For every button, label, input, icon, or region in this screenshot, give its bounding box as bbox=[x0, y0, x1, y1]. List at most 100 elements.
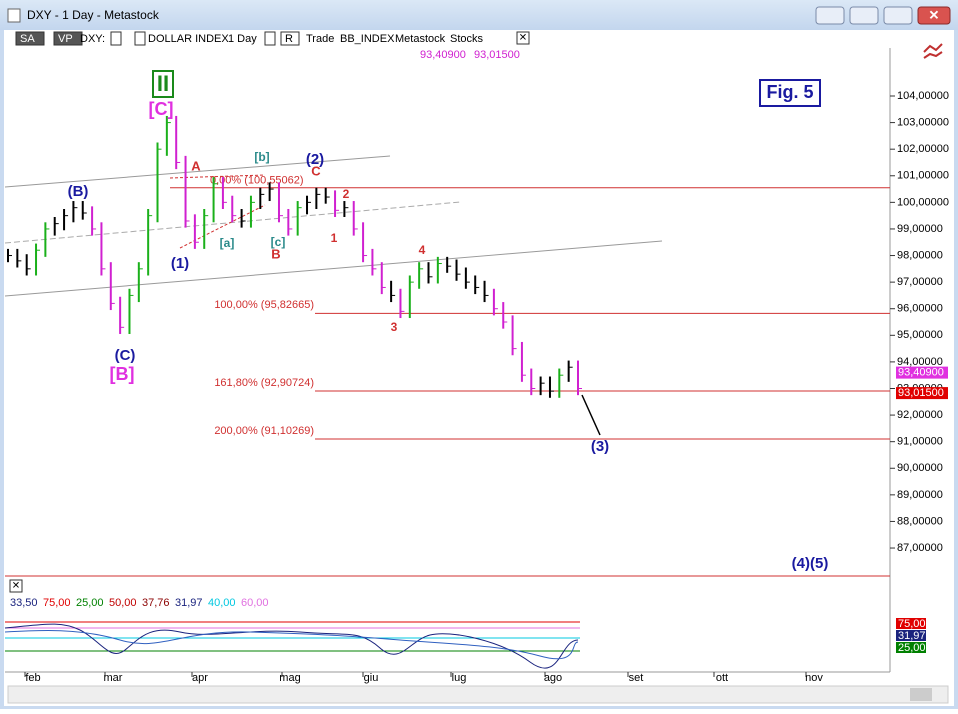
indicator-badge-label: 75,00 bbox=[898, 618, 926, 630]
price-tick-label: 101,00000 bbox=[897, 170, 949, 182]
indicator-legend: 50,00 bbox=[109, 597, 137, 609]
price-tick-label: 99,00000 bbox=[897, 223, 943, 235]
toolbar-button[interactable] bbox=[280, 31, 300, 46]
month-label: mar bbox=[104, 672, 123, 684]
toolbar-text: Stocks bbox=[450, 33, 484, 45]
figure-box bbox=[759, 79, 821, 107]
indicator-legend: 31,97 bbox=[175, 597, 203, 609]
dropdown[interactable] bbox=[134, 31, 146, 46]
price-tick-label: 104,00000 bbox=[897, 90, 949, 102]
price-tick-label: 88,00000 bbox=[897, 515, 943, 527]
price-tick-label: 89,00000 bbox=[897, 489, 943, 501]
indicator-line bbox=[4, 629, 579, 660]
price-tick-label: 100,00000 bbox=[897, 196, 949, 208]
wave-label: (B) bbox=[68, 183, 89, 200]
indicator-legend: 75,00 bbox=[43, 597, 71, 609]
wave-label: 3 bbox=[391, 320, 398, 334]
indicator-badge bbox=[896, 642, 926, 653]
channel-line bbox=[4, 240, 663, 297]
toolbar-text: SA bbox=[20, 33, 35, 45]
price-tick-label: 98,00000 bbox=[897, 249, 943, 261]
dropdown[interactable] bbox=[110, 31, 122, 46]
close-glyph: ✕ bbox=[519, 33, 527, 44]
wave-label: (4)(5) bbox=[792, 555, 829, 572]
month-label: feb bbox=[25, 672, 40, 684]
price-tick-label: 95,00000 bbox=[897, 329, 943, 341]
close-button[interactable] bbox=[917, 6, 951, 25]
wave-label: B bbox=[271, 246, 280, 261]
toolbar-text: DXY: bbox=[80, 33, 105, 45]
toolbar-button[interactable] bbox=[53, 31, 83, 46]
indicator-line bbox=[4, 623, 579, 669]
fib-label: 100,00% (95,82665) bbox=[214, 299, 314, 311]
toolbar-text: BB_INDEX bbox=[340, 33, 395, 45]
price-tick-label: 97,00000 bbox=[897, 276, 943, 288]
scroll-thumb[interactable] bbox=[910, 688, 932, 701]
price-tick-label: 92,00000 bbox=[897, 409, 943, 421]
close-indicator[interactable] bbox=[9, 579, 23, 593]
minimize-button[interactable] bbox=[849, 6, 879, 25]
wave-label: [c] bbox=[271, 235, 286, 249]
maximize-button[interactable] bbox=[883, 6, 913, 25]
month-label: ago bbox=[544, 672, 562, 684]
indicator-legend: 37,76 bbox=[142, 597, 170, 609]
price-tick-label: 103,00000 bbox=[897, 116, 949, 128]
month-label: ott bbox=[716, 672, 728, 684]
indicator-badge bbox=[896, 618, 926, 629]
price-pane: Fig. 5 104,00000 103,00000 102,00000 101,00… bbox=[4, 48, 949, 672]
indicator-legend: 60,00 bbox=[241, 597, 269, 609]
wave-label: 2 bbox=[343, 187, 350, 201]
wave-label: [B] bbox=[110, 364, 135, 384]
indicator-pane bbox=[4, 621, 890, 673]
month-label: set bbox=[629, 672, 644, 684]
projection-line bbox=[581, 394, 601, 436]
app-icon bbox=[7, 8, 21, 23]
toolbar-text: DOLLAR INDEX bbox=[148, 33, 229, 45]
price-tick-label: 102,00000 bbox=[897, 143, 949, 155]
month-label: mag bbox=[279, 672, 300, 684]
price-tick-label: 96,00000 bbox=[897, 303, 943, 315]
month-label: apr bbox=[192, 672, 208, 684]
price-tick-label: 94,00000 bbox=[897, 356, 943, 368]
fib-label: 0,00% (100,55062) bbox=[210, 175, 304, 187]
wave-label: (C) bbox=[115, 347, 136, 364]
close-glyph: ✕ bbox=[12, 581, 20, 592]
price-badge-label: 93,01500 bbox=[898, 387, 944, 399]
close-glyph: ✕ bbox=[929, 7, 940, 22]
toolbar: SA VP DXY: DOLLAR INDEX 1 Day R Trade BB_INDEX M… bbox=[15, 31, 520, 61]
price-badge bbox=[896, 387, 948, 400]
dropdown[interactable] bbox=[264, 31, 276, 46]
month-label: nov bbox=[805, 672, 823, 684]
wave-label: [a] bbox=[220, 236, 235, 250]
chart-icon bbox=[923, 43, 943, 59]
wave-label: C bbox=[311, 163, 321, 178]
month-label: lug bbox=[452, 672, 467, 684]
toolbar-text: Metastock bbox=[395, 33, 446, 45]
fib-label: 200,00% (91,10269) bbox=[214, 425, 314, 437]
window-title: DXY - 1 Day - Metastock bbox=[27, 8, 160, 22]
price-badge bbox=[896, 366, 948, 379]
chart-window bbox=[4, 30, 954, 706]
wave-label: 4 bbox=[419, 243, 426, 257]
restore-button[interactable] bbox=[815, 6, 845, 25]
month-label: giu bbox=[364, 672, 379, 684]
indicator-badge-label: 31,97 bbox=[898, 630, 926, 642]
toolbar-button[interactable] bbox=[15, 31, 45, 46]
price-tick-label: 91,00000 bbox=[897, 436, 943, 448]
wave-label: II bbox=[157, 71, 169, 96]
wave-label: [b] bbox=[254, 150, 269, 164]
toolbar-text: 1 Day bbox=[228, 33, 257, 45]
indicator-badge-label: 25,00 bbox=[898, 642, 926, 654]
wave-label: 1 bbox=[331, 231, 338, 245]
fib-label: 161,80% (92,90724) bbox=[214, 377, 314, 389]
scrollbar[interactable] bbox=[7, 685, 949, 704]
price-tick-label: 87,00000 bbox=[897, 542, 943, 554]
price-badge-label: 93,40900 bbox=[898, 367, 944, 379]
quote: 93,01500 bbox=[474, 49, 520, 61]
indicator-badge bbox=[896, 630, 926, 641]
close-toolbar[interactable] bbox=[516, 31, 530, 45]
title-bar bbox=[0, 0, 958, 30]
price-tick-label: 90,00000 bbox=[897, 462, 943, 474]
toolbar-text: VP bbox=[58, 33, 73, 45]
figure-label: Fig. 5 bbox=[766, 82, 813, 102]
